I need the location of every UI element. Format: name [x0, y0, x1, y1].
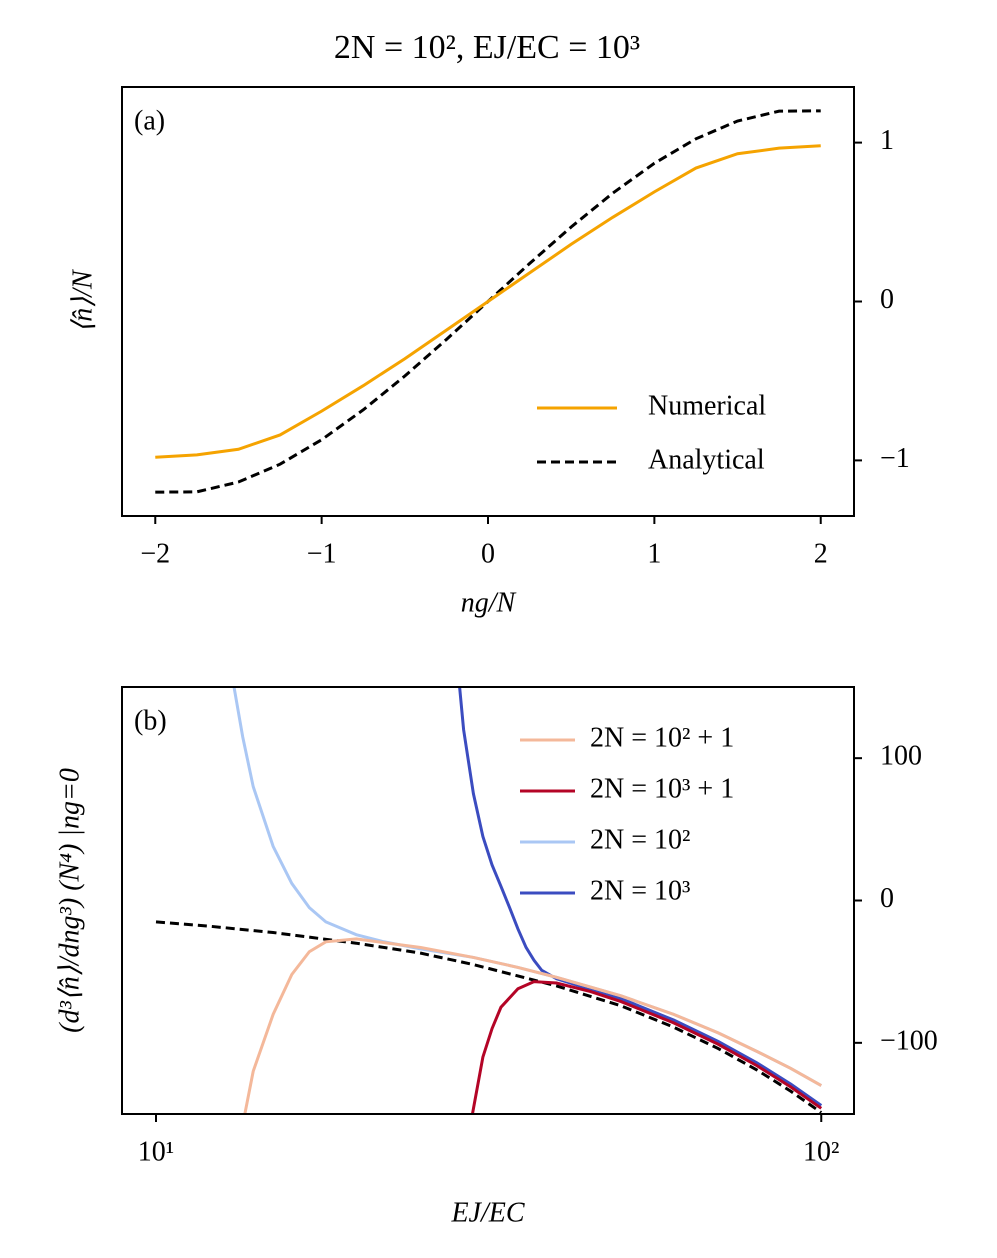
axes-frame: [121, 686, 855, 1115]
legend-label: Numerical: [648, 390, 766, 421]
x-tick-label: −2: [140, 538, 170, 569]
panel-label: (a): [134, 105, 165, 136]
series-line: [470, 980, 823, 1114]
y-tick-label: 100: [880, 741, 922, 772]
panel-label: (b): [134, 705, 167, 736]
plot-area: [155, 687, 823, 1114]
series-line: [155, 920, 823, 1114]
x-tick-label: −1: [307, 538, 337, 569]
y-tick-label: −1: [880, 443, 910, 474]
series-line: [458, 687, 823, 1107]
legend-label: 2N = 10³ + 1: [590, 773, 734, 804]
y-axis-label: (d³⟨n̂⟩/dng³) (N⁴) |ng=0: [54, 768, 85, 1033]
y-tick-label: 0: [880, 883, 894, 914]
legend-label: 2N = 10³: [590, 875, 690, 906]
legend-label: Analytical: [648, 444, 765, 475]
x-tick-label: 2: [814, 538, 828, 569]
legend-label: 2N = 10² + 1: [590, 722, 734, 753]
x-axis-label: EJ/EC: [450, 1197, 524, 1228]
y-tick-label: 0: [880, 284, 894, 315]
legend-label: 2N = 10²: [590, 824, 690, 855]
x-tick-label: 10¹: [138, 1136, 174, 1167]
chart-title: 2N = 10², EJ/EC = 10³: [334, 29, 640, 66]
x-axis-label: ng/N: [461, 587, 517, 618]
plot-area: [155, 109, 821, 494]
x-tick-label: 1: [647, 538, 661, 569]
x-tick-label: 10²: [803, 1136, 839, 1167]
y-axis-label: ⟨n̂⟩/N: [67, 269, 98, 333]
axes-frame: [121, 86, 855, 517]
x-tick-label: 0: [481, 538, 495, 569]
y-tick-label: −100: [880, 1025, 938, 1056]
series-line: [155, 144, 821, 459]
y-tick-label: 1: [880, 125, 894, 156]
series-line: [243, 937, 822, 1114]
